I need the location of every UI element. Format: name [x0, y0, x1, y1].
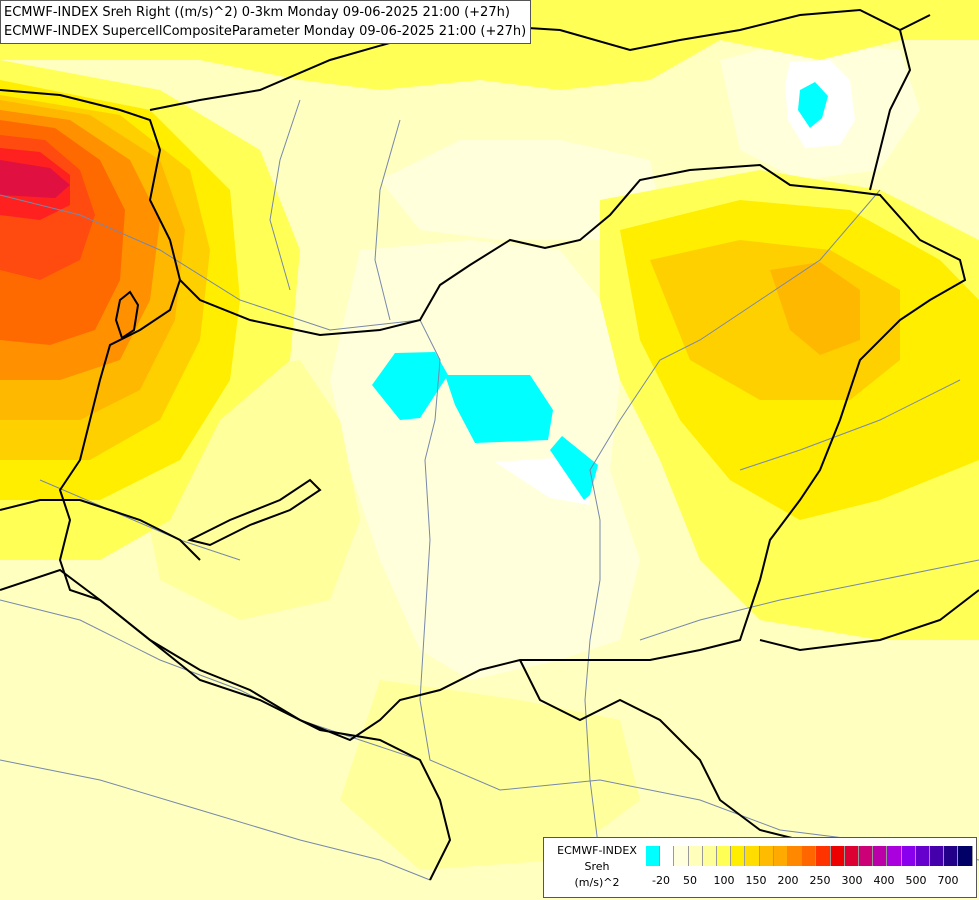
legend-swatch — [646, 846, 661, 866]
legend-title-model: ECMWF-INDEX — [557, 844, 637, 857]
legend-tick: 400 — [873, 874, 895, 887]
legend-swatch — [702, 846, 717, 866]
river-tisza — [584, 189, 881, 861]
border-croatia — [0, 568, 452, 881]
field-light-south — [340, 680, 640, 870]
river-vah — [269, 99, 301, 291]
field-crimson-west — [0, 160, 70, 198]
legend-swatch — [788, 846, 803, 866]
legend-swatch — [859, 846, 874, 866]
river-danube — [0, 194, 979, 861]
border-romania-west — [759, 589, 979, 652]
map-title-box: ECMWF-INDEX Sreh Right ((m/s)^2) 0-3km M… — [0, 0, 532, 44]
title-supercell: ECMWF-INDEX SupercellCompositeParameter … — [4, 24, 527, 39]
legend-swatch — [873, 846, 888, 866]
legend-tick: -20 — [652, 874, 670, 887]
legend-swatch — [830, 846, 845, 866]
field-cyan-northeast — [798, 82, 828, 128]
river-hron — [374, 119, 401, 321]
legend-swatch — [759, 846, 774, 866]
field-orange-light-east — [770, 262, 860, 355]
legend-swatch — [674, 846, 689, 866]
field-pale-north — [380, 140, 660, 240]
legend-title-param: Sreh — [584, 860, 610, 873]
river-somes — [739, 379, 961, 471]
rivers-layer — [0, 99, 979, 881]
border-austria-slovenia — [0, 499, 201, 561]
field-cyan-central-a — [372, 352, 448, 420]
legend-tick: 300 — [841, 874, 863, 887]
border-austria-czech — [0, 89, 181, 281]
legend-swatch — [901, 846, 916, 866]
legend-swatch — [717, 846, 732, 866]
legend-tick: 500 — [905, 874, 927, 887]
legend-tick: 50 — [683, 874, 697, 887]
legend-swatch — [915, 846, 930, 866]
river-drava — [0, 599, 421, 761]
legend-tick: 150 — [745, 874, 767, 887]
legend-tick: 700 — [937, 874, 959, 887]
legend-swatch — [773, 846, 788, 866]
legend-tick: 100 — [713, 874, 735, 887]
legend-swatch — [958, 846, 973, 866]
river-sava — [0, 759, 431, 881]
legend-tick: 250 — [809, 874, 831, 887]
border-balaton-lake — [187, 478, 322, 547]
legend-swatch — [844, 846, 859, 866]
field-cyan-central-c — [550, 436, 598, 500]
legend-title-unit: (m/s)^2 — [574, 876, 620, 889]
legend-swatch — [887, 846, 902, 866]
field-pale-central — [330, 240, 640, 680]
title-sreh: ECMWF-INDEX Sreh Right ((m/s)^2) 0-3km M… — [4, 5, 510, 20]
legend-swatch — [660, 846, 675, 866]
field-cyan-central-b — [445, 375, 553, 443]
river-mur — [39, 479, 241, 561]
border-slovakia-north — [149, 8, 931, 111]
border-serbia — [519, 659, 801, 841]
legend-tick: 200 — [777, 874, 799, 887]
legend-box: ECMWF-INDEX Sreh (m/s)^2 -20 50 100 150 200 2… — [543, 837, 977, 898]
legend-swatch — [731, 846, 746, 866]
legend-swatch — [816, 846, 831, 866]
legend-swatch — [802, 846, 817, 866]
river-mures — [639, 559, 979, 641]
legend-swatch — [688, 846, 703, 866]
border-slovakia-ukraine — [869, 29, 912, 191]
border-hungary — [58, 163, 967, 742]
legend-swatch — [745, 846, 760, 866]
borders-layer — [0, 8, 979, 881]
legend-swatch — [944, 846, 959, 866]
border-neusiedl-lake — [114, 290, 140, 340]
legend-swatch — [930, 846, 945, 866]
